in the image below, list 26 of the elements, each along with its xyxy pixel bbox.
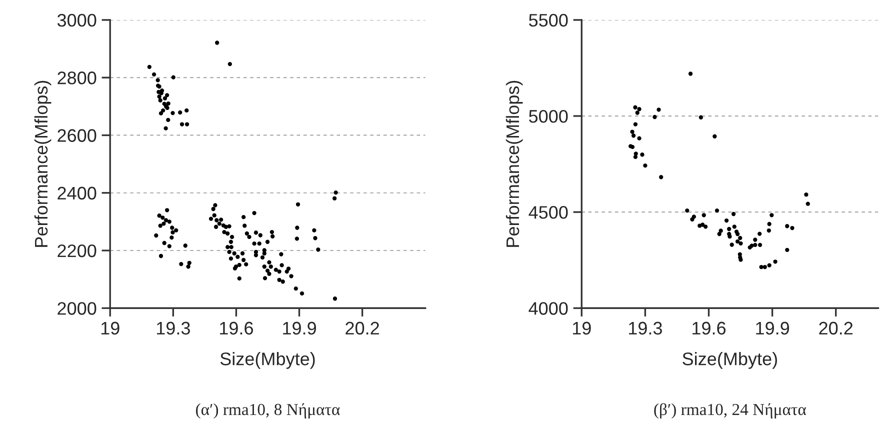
x-tick-label: 19.6: [220, 322, 253, 335]
x-tick-label: 19.9: [756, 322, 790, 335]
y-tick-label: 4000: [528, 302, 568, 315]
x-tick-label: 19.3: [629, 322, 662, 335]
x-tick-label: 20.2: [819, 322, 853, 335]
y-tick-label: 2600: [58, 129, 96, 142]
text: (β′) rma10, 24 Νήματα: [654, 403, 806, 419]
y-tick-label: 4500: [528, 206, 568, 219]
y-axis-title: Performance(Mflops): [34, 80, 52, 247]
y-axis-title: Performance(Mflops): [506, 80, 523, 247]
y-tick-label: 3000: [57, 14, 96, 27]
x-tick-label: 19.6: [692, 322, 726, 335]
text: (α′) rma10, 8 Νήματα: [196, 403, 340, 419]
x-tick-label: 19.3: [156, 322, 190, 335]
x-axis-title: Size(Mbyte): [682, 352, 777, 369]
x-tick-label: 19.9: [283, 322, 316, 335]
x-tick-label: 20.2: [346, 322, 379, 335]
x-tick-label: 19: [572, 322, 591, 335]
y-tick-label: 2400: [58, 186, 96, 200]
y-tick-label: 2000: [58, 302, 96, 315]
y-tick-label: 5500: [529, 14, 568, 27]
y-tick-label: 2800: [58, 72, 96, 84]
y-tick-label: 5000: [529, 110, 568, 123]
y-tick-label: 2200: [58, 244, 96, 258]
x-tick-label: 19: [101, 322, 120, 335]
x-axis-title: Size(Mbyte): [220, 352, 315, 369]
